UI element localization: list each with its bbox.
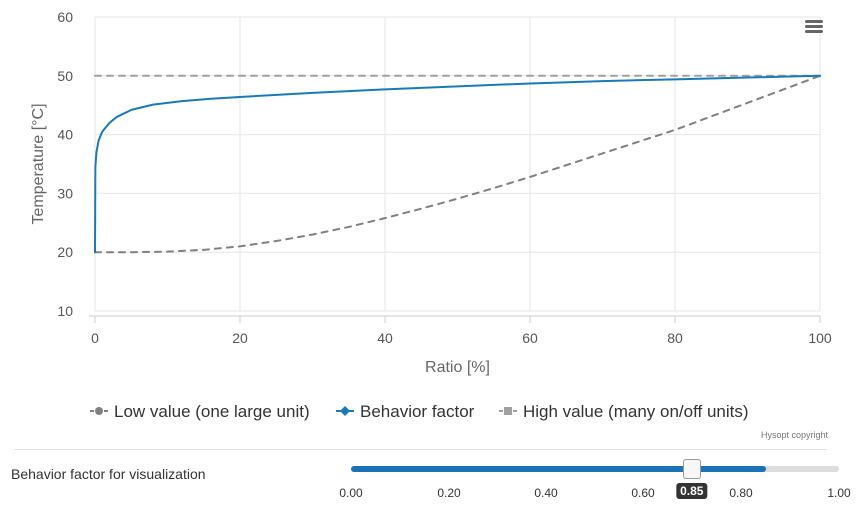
slider-fill	[351, 466, 766, 472]
legend-label-1: Behavior factor	[360, 402, 475, 421]
line-chart: 10 20 30 40 50 60 0 20 40 60 80 100 Ratio [%] Tempera…	[0, 0, 858, 445]
chart-container: 10 20 30 40 50 60 0 20 40 60 80 100 Ratio [%] Tempera…	[0, 0, 858, 521]
x-tick-label: 60	[522, 330, 538, 346]
series-line-1	[95, 76, 820, 252]
y-axis-title: Temperature [°C]	[30, 103, 47, 224]
slider-tick-label: 0.80	[729, 486, 752, 500]
x-tick-label: 0	[91, 330, 99, 346]
legend-circle-marker	[95, 407, 103, 415]
slider-handle[interactable]	[683, 459, 701, 479]
slider-tick-label: 0.20	[437, 486, 460, 500]
y-tick-label: 40	[57, 127, 73, 143]
x-tick-label: 40	[377, 330, 393, 346]
hamburger-menu-icon-bar	[805, 30, 823, 33]
chart-menu-button[interactable]	[800, 12, 828, 40]
legend-label-2: High value (many on/off units)	[523, 402, 749, 421]
slider-tick-label: 0.60	[631, 486, 654, 500]
slider-tick-label: 1.00	[827, 486, 850, 500]
y-tick-label: 20	[57, 244, 73, 260]
legend-item-2[interactable]: High value (many on/off units)	[499, 402, 749, 421]
slider-track[interactable]	[351, 466, 839, 472]
hamburger-menu-icon-bar	[805, 25, 823, 28]
x-axis-title: Ratio [%]	[425, 359, 490, 376]
x-tick-label: 20	[232, 330, 248, 346]
legend-item-1[interactable]: Behavior factor	[336, 402, 475, 421]
credits-link[interactable]: Hysopt copyright	[700, 430, 828, 440]
y-tick-label: 10	[57, 303, 73, 319]
slider-tick-label: 0.40	[534, 486, 557, 500]
series-line-0	[95, 76, 820, 252]
legend-item-0[interactable]: Low value (one large unit)	[90, 402, 310, 421]
hamburger-menu-icon	[805, 20, 823, 23]
y-tick-label: 30	[57, 185, 73, 201]
slider-tick-label: 0.00	[339, 486, 362, 500]
legend-label-0: Low value (one large unit)	[114, 402, 310, 421]
legend-square-marker	[504, 407, 512, 415]
x-tick-label: 80	[667, 330, 683, 346]
legend-diamond-marker	[340, 406, 350, 416]
slider-value-tooltip: 0.85	[676, 483, 707, 499]
slider-label: Behavior factor for visualization	[11, 466, 206, 482]
y-tick-label: 50	[57, 68, 73, 84]
divider	[15, 449, 827, 450]
y-tick-label: 60	[57, 9, 73, 25]
x-tick-label: 100	[808, 330, 832, 346]
